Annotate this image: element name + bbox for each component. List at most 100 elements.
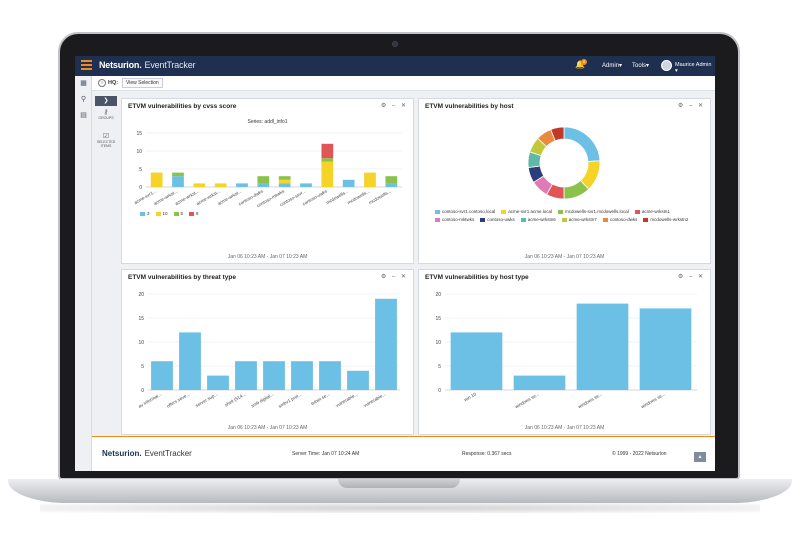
bar-segment (342, 179, 355, 187)
donut-slice (563, 126, 601, 162)
widget-controls[interactable]: ⚙ – ✕ (380, 274, 408, 280)
dashboard-icon[interactable]: ▦ (80, 80, 87, 87)
x-tick-label: shell (514... (224, 392, 247, 408)
legend-swatch (173, 211, 179, 216)
y-tick-label: 20 (435, 292, 441, 298)
selected-items-button[interactable]: ☑ SELECTED ITEMS (95, 130, 117, 154)
host-type-bar-chart: 0 5 10 15 20 win 10 windows se... windows se...… (435, 292, 697, 410)
hq-icon: ○ (98, 79, 106, 87)
legend-label: acme-svr1.acme.local (508, 209, 553, 214)
widget-controls[interactable]: ⚙ – ✕ (677, 274, 705, 280)
x-tick-label: windows se... (514, 392, 540, 410)
bar-segment (214, 183, 227, 187)
bar (263, 361, 285, 390)
legend-label: acme-wrkstn6 (527, 217, 556, 222)
legend-swatch (634, 209, 640, 214)
y-tick-label: 5 (139, 167, 142, 173)
selected-items-icon: ☑ (102, 133, 110, 140)
legend-swatch (480, 217, 486, 222)
widget-title: ETVM vulnerabilities by cvss score (128, 103, 237, 110)
x-tick-label: offers seve... (166, 392, 191, 409)
bar-segment (385, 183, 398, 187)
footer-product-name: EventTracker (144, 449, 192, 458)
legend-swatch (435, 209, 440, 214)
legend-label: 8 (196, 211, 199, 216)
legend-label: acme-wrkstn1 (641, 209, 670, 214)
notification-badge: 0 (581, 59, 587, 65)
hq-bar: ○ HQ: View Selection (92, 76, 715, 91)
legend-item[interactable]: 8 (189, 211, 199, 216)
report-icon[interactable]: ▤ (80, 112, 87, 119)
legend-item[interactable]: 5 (173, 211, 184, 216)
host-legend: contoso-svr1.contoso.local acme-svr1.acme… (435, 209, 705, 225)
view-selection-button[interactable]: View Selection (122, 78, 163, 88)
y-tick-label: 5 (141, 364, 144, 370)
scroll-top-icon[interactable]: ▲ (694, 452, 706, 462)
legend-swatch (140, 211, 145, 216)
search-icon[interactable]: ⚲ (80, 96, 87, 103)
legend-item[interactable]: contoso-dwks (602, 217, 637, 222)
app-footer: Netsurion. EventTracker Server Time: Jan … (92, 437, 715, 471)
legend-item[interactable]: acme-wrkstn6 (520, 217, 556, 222)
tools-menu[interactable]: Tools▾ (632, 63, 650, 69)
bar-segment (278, 183, 291, 187)
y-tick-label: 15 (138, 316, 144, 322)
y-tick-label: 0 (438, 388, 441, 394)
bar-segment (321, 143, 334, 159)
bell-icon[interactable]: 🔔 (575, 60, 585, 69)
legend-item[interactable]: 10 (155, 211, 168, 216)
bar-segment (364, 172, 376, 187)
y-tick-label: 5 (438, 364, 441, 370)
footer-brand: Netsurion. EventTracker (102, 449, 192, 458)
y-tick-label: 15 (136, 131, 142, 137)
bar-segment (172, 176, 184, 187)
legend-item[interactable]: contoso-svr1.contoso.local (435, 209, 495, 214)
bar (151, 361, 173, 390)
bar-segment (278, 176, 291, 180)
legend-item[interactable]: mcdowells-svr1.mcdowells.local (558, 209, 629, 214)
bar-segment (236, 183, 248, 187)
laptop-notch (338, 479, 460, 488)
y-tick-label: 10 (435, 340, 441, 346)
legend-label: contoso-uwks (487, 217, 515, 222)
legend-item[interactable]: 3 (140, 211, 150, 216)
bar (576, 303, 629, 390)
widget-footer: Jan 06 10:23 AM - Jan 07 10:23 AM (227, 254, 308, 260)
x-tick-label: vulnerable... (335, 392, 359, 409)
x-tick-label: windows se... (577, 392, 603, 410)
x-tick-label: contoso-uwks (302, 188, 329, 206)
x-tick-label: mcdowells... (368, 189, 392, 206)
legend-item[interactable]: contoso-uwks (480, 217, 515, 222)
legend-swatch (602, 217, 608, 222)
brand-logo[interactable]: Netsurion. EventTracker (99, 60, 196, 70)
legend-label: acme-wrkstn7 (568, 217, 597, 222)
y-tick-label: 10 (138, 340, 144, 346)
legend-item[interactable]: contoso-mktwks (435, 217, 474, 222)
legend-label: mcdowells-wrkstn2 (650, 217, 689, 222)
cvss-stacked-bar-chart: 051015acme-svr1...acme-wrkst...acme-wrks… (133, 131, 402, 208)
chevron-right-icon[interactable]: ❯ (95, 96, 117, 106)
bar-segment (321, 161, 334, 187)
legend-label: 5 (180, 211, 184, 216)
widget-controls[interactable]: ⚙ – ✕ (677, 103, 705, 109)
admin-menu[interactable]: Admin▾ (602, 63, 623, 69)
legend-label: 10 (162, 211, 168, 216)
x-tick-label: server sup... (195, 392, 219, 409)
legend-item[interactable]: acme-svr1.acme.local (501, 209, 552, 214)
hamburger-menu-icon[interactable] (81, 60, 92, 72)
legend-swatch (435, 217, 440, 222)
user-menu[interactable]: Maurice Admin ▾ (675, 62, 712, 74)
legend-item[interactable]: mcdowells-wrkstn2 (643, 217, 688, 222)
bar-segment (193, 183, 206, 187)
legend-item[interactable]: acme-wrkstn1 (634, 209, 670, 214)
avatar[interactable] (661, 60, 672, 71)
legend-label: 3 (147, 211, 150, 216)
widget-host-type: ETVM vulnerabilities by host type ⚙ – ✕ … (418, 269, 711, 435)
legend-item[interactable]: acme-wrkstn7 (561, 217, 597, 222)
x-tick-label: mcdowells... (325, 189, 349, 206)
bar (375, 298, 397, 390)
widget-controls[interactable]: ⚙ – ✕ (380, 103, 408, 109)
groups-button[interactable]: ⚷ GROUPS (95, 106, 117, 130)
legend-swatch (558, 209, 564, 214)
